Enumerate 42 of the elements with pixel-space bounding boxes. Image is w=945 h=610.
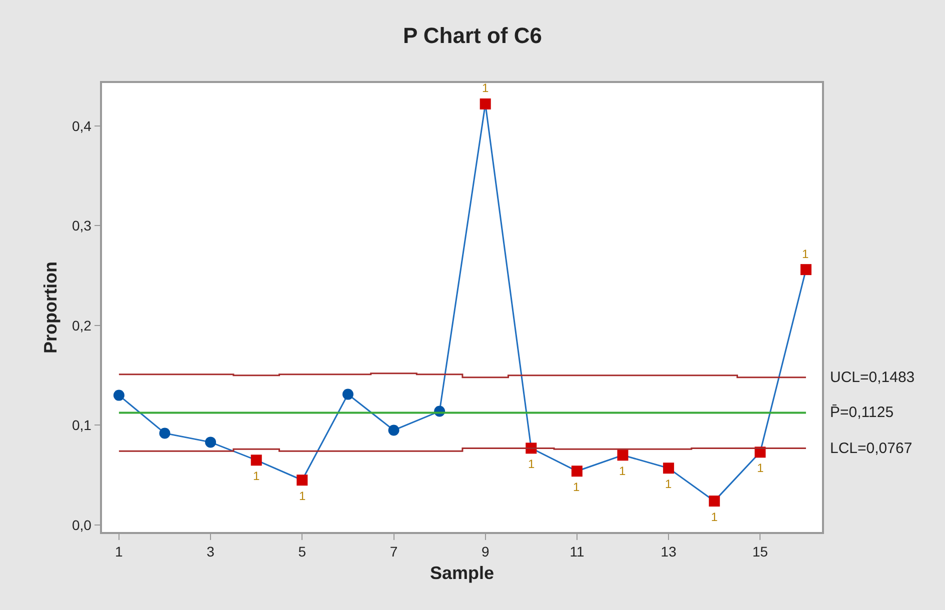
annotation: 1 — [528, 457, 535, 471]
point — [663, 462, 674, 474]
point — [342, 388, 354, 400]
x-axis-title: Sample — [430, 563, 494, 584]
y-tick-label: 0,1 — [72, 417, 92, 434]
annotation: 1 — [711, 510, 718, 524]
y-tick-label: 0,4 — [72, 118, 92, 134]
point — [388, 424, 400, 436]
x-tick-label: 1 — [115, 544, 124, 560]
annotation: 1 — [802, 247, 809, 261]
point — [205, 436, 216, 448]
x-tick-label: 15 — [752, 544, 768, 560]
x-tick-label: 7 — [390, 544, 398, 560]
chart-title: P Chart of C6 — [403, 22, 542, 48]
x-tick-label: 11 — [570, 544, 584, 560]
y-axis-title: Proportion — [40, 262, 61, 354]
point — [480, 98, 491, 110]
point — [113, 390, 124, 401]
point — [800, 264, 812, 276]
x-tick-label: 9 — [481, 544, 490, 560]
annotation: 1 — [573, 480, 580, 494]
annotation: 1 — [619, 464, 626, 478]
point — [159, 428, 170, 439]
annotation: 1 — [665, 477, 672, 491]
annotation: 1 — [757, 461, 764, 475]
x-tick-label: 13 — [660, 544, 677, 560]
annotation: 1 — [299, 489, 306, 503]
y-tick-label: 0,0 — [72, 516, 92, 533]
annotation: 1 — [253, 469, 260, 483]
y-tick-label: 0,2 — [72, 317, 92, 334]
point — [708, 496, 720, 507]
point — [617, 450, 628, 461]
x-tick-label: 5 — [298, 544, 306, 560]
annotation: 1 — [482, 81, 489, 95]
annotation: UCL=0,1483 — [830, 369, 915, 386]
point — [296, 474, 308, 486]
x-tick-label: 3 — [206, 544, 215, 560]
point — [571, 466, 582, 477]
annotation: LCL=0,0767 — [830, 440, 912, 457]
ref-line-label: P̄=0,1125 — [830, 404, 894, 421]
y-tick-label: 0,3 — [72, 218, 92, 234]
point — [250, 454, 262, 466]
